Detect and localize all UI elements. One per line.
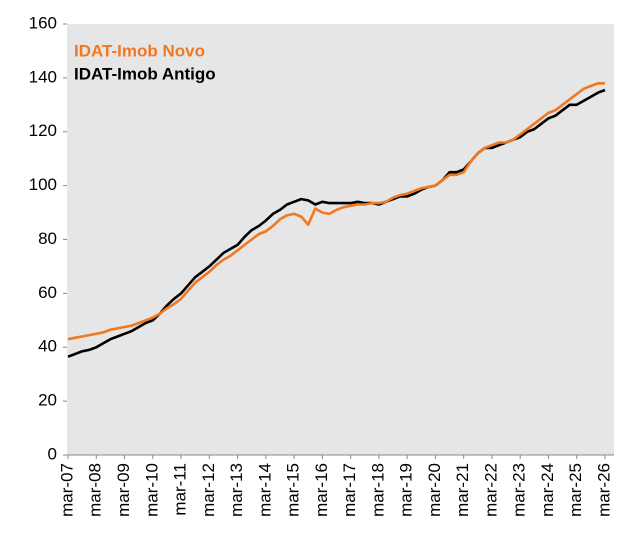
y-tick-label: 80 bbox=[38, 229, 57, 248]
x-tick-label: mar-07 bbox=[57, 463, 76, 517]
y-tick-label: 120 bbox=[29, 121, 57, 140]
y-tick-label: 140 bbox=[29, 67, 57, 86]
plot-area bbox=[67, 24, 614, 455]
x-tick-label: mar-10 bbox=[142, 463, 161, 517]
y-tick-label: 60 bbox=[38, 283, 57, 302]
legend-label: IDAT-Imob Antigo bbox=[74, 64, 216, 83]
x-tick-label: mar-23 bbox=[510, 463, 529, 517]
x-tick-label: mar-09 bbox=[114, 463, 133, 517]
x-tick-label: mar-12 bbox=[199, 463, 218, 517]
x-tick-label: mar-15 bbox=[284, 463, 303, 517]
x-tick-label: mar-25 bbox=[566, 463, 585, 517]
x-tick-label: mar-08 bbox=[86, 463, 105, 517]
y-tick-label: 100 bbox=[29, 175, 57, 194]
x-tick-label: mar-19 bbox=[397, 463, 416, 517]
x-tick-label: mar-18 bbox=[368, 463, 387, 517]
x-tick-label: mar-17 bbox=[340, 463, 359, 517]
y-tick-label: 160 bbox=[29, 13, 57, 32]
x-tick-label: mar-21 bbox=[453, 463, 472, 517]
x-tick-label: mar-13 bbox=[227, 463, 246, 517]
x-tick-label: mar-11 bbox=[171, 463, 190, 516]
x-tick-label: mar-22 bbox=[481, 463, 500, 517]
x-tick-label: mar-14 bbox=[255, 463, 274, 517]
x-tick-label: mar-26 bbox=[594, 463, 613, 517]
legend-label: IDAT-Imob Novo bbox=[74, 41, 205, 60]
y-tick-label: 40 bbox=[38, 337, 57, 356]
x-tick-label: mar-24 bbox=[538, 463, 557, 517]
series-line bbox=[67, 82, 605, 341]
x-tick-label: mar-20 bbox=[425, 463, 444, 517]
x-tick-label: mar-16 bbox=[312, 463, 331, 517]
y-tick-label: 0 bbox=[48, 444, 57, 463]
y-tick-label: 20 bbox=[38, 391, 57, 410]
